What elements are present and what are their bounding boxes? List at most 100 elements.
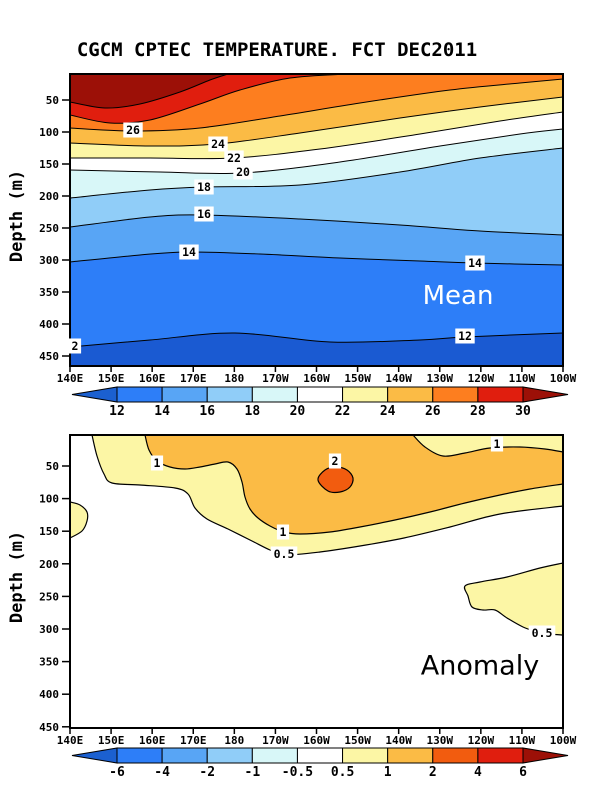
x-tick-label: 180 — [224, 372, 244, 385]
contour-label: 1 — [154, 456, 161, 470]
y-tick-label: 300 — [39, 254, 59, 267]
y-tick-label: 300 — [39, 623, 59, 636]
contour-label: 16 — [197, 207, 211, 221]
y-tick-label: 400 — [39, 688, 59, 701]
colorbar-left-arrow — [71, 747, 118, 764]
contour-label: 1 — [494, 437, 501, 451]
mean-colorbar: 12 14 16 18 20 22 24 26 28 30 — [71, 386, 569, 419]
anomaly-annotation: Anomaly — [420, 650, 540, 682]
colorbar-label: -0.5 — [282, 765, 313, 780]
x-tick-label: 120W — [468, 734, 495, 747]
y-tick-label: 350 — [39, 286, 59, 299]
mean-isotherm-30 — [70, 74, 229, 109]
mean-isotherm-28 — [70, 74, 348, 124]
colorbar-segment — [116, 747, 163, 764]
x-tick-label: 170E — [180, 734, 207, 747]
contour-label: 26 — [126, 123, 140, 137]
y-tick-label: 450 — [39, 350, 59, 363]
anomaly-region-1-2 — [412, 435, 563, 457]
contour-label-box — [490, 436, 504, 452]
contour-label: 2 — [72, 339, 79, 353]
mean-band-above-30 — [70, 74, 228, 109]
colorbar-segment — [432, 386, 479, 403]
colorbar-label: 28 — [470, 404, 486, 419]
x-tick-label: 170W — [262, 734, 289, 747]
contour-label-box — [455, 328, 475, 344]
contour-label-box — [208, 136, 228, 152]
y-tick-label: 350 — [39, 656, 59, 669]
y-tick-label: 150 — [39, 525, 59, 538]
colorbar-label: 24 — [380, 404, 396, 419]
colorbar-right-arrow — [522, 386, 569, 403]
colorbar-segment — [161, 747, 208, 764]
y-tick-label: 250 — [39, 222, 59, 235]
colorbar-segment — [116, 386, 163, 403]
mean-isotherm-16 — [70, 214, 563, 236]
contour-label: 14 — [182, 245, 196, 259]
contour-label-box — [179, 244, 199, 260]
colorbar-label: 0.5 — [331, 765, 354, 780]
colorbar-label: 16 — [199, 404, 215, 419]
y-tick-label: 50 — [46, 94, 59, 107]
x-tick-label: 150E — [98, 372, 125, 385]
x-tick-label: 160E — [139, 372, 166, 385]
mean-panel: 140E 150E 160E 170E 180 170W 160W 150W 140W 130W 1… — [39, 73, 577, 385]
y-tick-label: 50 — [46, 460, 59, 473]
y-tick-label: 100 — [39, 493, 59, 506]
x-tick-label: 130W — [427, 372, 454, 385]
colorbar-segment — [206, 386, 253, 403]
chart-title: CGCM CPTEC TEMPERATURE. FCT DEC2011 — [76, 39, 478, 61]
x-tick-label: 160W — [303, 734, 330, 747]
contour-label: 22 — [227, 151, 241, 165]
colorbar-segment — [477, 386, 524, 403]
x-tick-label: 150W — [344, 372, 371, 385]
contour-label-box — [465, 255, 485, 271]
contour-label-box — [328, 453, 342, 469]
mean-isotherm-26 — [70, 78, 563, 132]
contour-label: 0.5 — [532, 626, 553, 640]
colorbar-segment — [387, 747, 434, 764]
contour-label: 18 — [197, 180, 211, 194]
colorbar-label: 22 — [335, 404, 351, 419]
contour-label-box — [150, 455, 164, 471]
x-tick-label: 150E — [98, 734, 125, 747]
x-tick-label: 100W — [550, 734, 577, 747]
x-tick-label: 100W — [550, 372, 577, 385]
colorbar-label: 4 — [474, 765, 482, 780]
colorbar-label: 18 — [245, 404, 261, 419]
x-tick-label: 170W — [262, 372, 289, 385]
colorbar-segment — [296, 386, 344, 403]
colorbar-segment — [251, 747, 298, 764]
contour-label-box — [528, 625, 556, 641]
anomaly-region-0.5-4 — [70, 501, 89, 539]
colorbar-label: 1 — [384, 765, 392, 780]
mean-annotation: Mean — [422, 281, 494, 311]
colorbar-label: -1 — [245, 765, 261, 780]
colorbar-segment — [387, 386, 434, 403]
y-tick-label: 100 — [39, 126, 59, 139]
y-tick-label: 400 — [39, 318, 59, 331]
contour-label-box — [276, 524, 290, 540]
mean-isotherm-20 — [70, 128, 563, 175]
colorbar-label: -4 — [154, 765, 170, 780]
contour-label-box — [123, 122, 143, 138]
x-tick-label: 180 — [224, 734, 244, 747]
colorbar-label: -6 — [109, 765, 125, 780]
contour-label: 1 — [280, 525, 287, 539]
colorbar-segment — [432, 747, 479, 764]
colorbar-label: 6 — [519, 765, 527, 780]
colorbar-label: 12 — [109, 404, 125, 419]
colorbar-segment — [206, 747, 253, 764]
colorbar-label: 30 — [515, 404, 531, 419]
contour-label-box — [194, 179, 214, 195]
colorbar-segment — [251, 386, 298, 403]
y-tick-label: 150 — [39, 158, 59, 171]
contour-label-box — [68, 338, 82, 354]
contour-label: 20 — [236, 165, 250, 179]
colorbar-label: 20 — [290, 404, 306, 419]
colorbar-right-arrow — [522, 747, 569, 764]
colorbar-segment — [296, 747, 344, 764]
contour-label: 14 — [468, 256, 482, 270]
